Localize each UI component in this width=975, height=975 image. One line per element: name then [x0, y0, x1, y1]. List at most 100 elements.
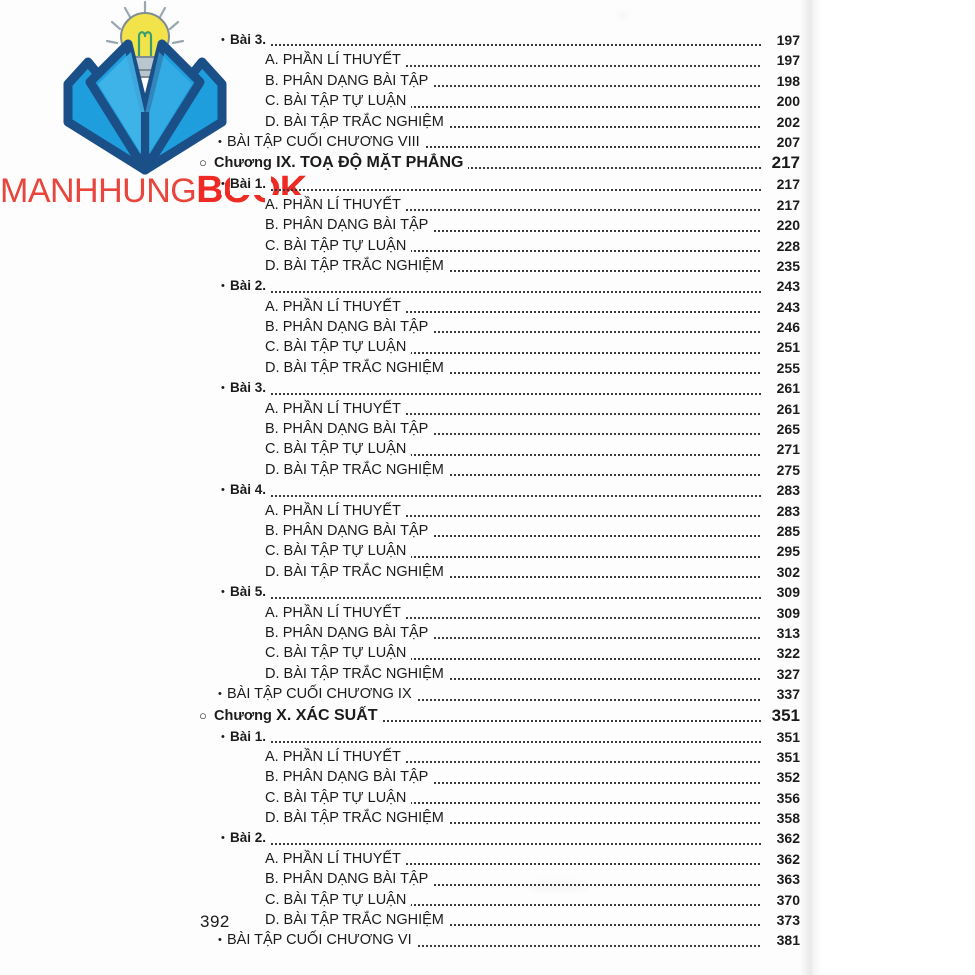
toc-row[interactable]: D. BÀI TẬP TRẮC NGHIỆM 202	[0, 111, 800, 132]
toc-row[interactable]: A. PHẦN LÍ THUYẾT 243	[0, 296, 800, 318]
toc-row[interactable]: D. BÀI TẬP TRẮC NGHIỆM 302	[0, 561, 800, 583]
toc-row[interactable]: A. PHẦN LÍ THUYẾT 362	[0, 848, 800, 870]
dot-leader	[271, 433, 764, 436]
toc-row[interactable]: C. BÀI TẬP TỰ LUẬN 295	[0, 541, 800, 562]
page-edge-shadow	[800, 0, 822, 975]
toc-row[interactable]: B. PHÂN DẠNG BÀI TẬP 246	[0, 317, 800, 338]
toc-section-label: B. PHÂN DẠNG BÀI TẬP	[265, 317, 434, 338]
toc-row[interactable]: ○ Chương IX. TOẠ ĐỘ MẶT PHẲNG 217	[0, 152, 800, 175]
toc-page-number: 351	[762, 704, 800, 727]
bullet-marker: •	[221, 174, 225, 195]
toc-lesson-label: Bài 4.	[230, 480, 272, 501]
toc-page-number: 255	[762, 357, 800, 379]
toc-row[interactable]: D. BÀI TẬP TRẮC NGHIỆM 327	[0, 663, 800, 685]
toc-row[interactable]: C. BÀI TẬP TỰ LUẬN 370	[0, 889, 800, 911]
toc-row[interactable]: B. PHÂN DẠNG BÀI TẬP 198	[0, 70, 800, 92]
toc-row[interactable]: C. BÀI TẬP TỰ LUẬN 322	[0, 643, 800, 664]
toc-page-number: 202	[762, 111, 800, 132]
toc-lesson-label: Bài 2.	[230, 276, 272, 297]
toc-row[interactable]: B. PHÂN DẠNG BÀI TẬP 313	[0, 622, 800, 644]
dot-leader	[271, 372, 764, 375]
dot-leader	[271, 209, 764, 212]
bullet-marker: •	[221, 276, 225, 297]
dot-leader	[271, 514, 764, 517]
toc-row[interactable]: B. PHÂN DẠNG BÀI TẬP 285	[0, 520, 800, 542]
toc-row[interactable]: A. PHẦN LÍ THUYẾT 309	[0, 602, 800, 623]
toc-row[interactable]: • BÀI TẬP CUỐI CHƯƠNG VI 381	[0, 930, 800, 951]
toc-row[interactable]: • Bài 1. 351	[0, 726, 800, 747]
dot-leader	[236, 842, 764, 845]
toc-row[interactable]: D. BÀI TẬP TRẮC NGHIỆM 358	[0, 808, 800, 829]
toc-row[interactable]: • Bài 3. 261	[0, 378, 800, 399]
dot-leader	[271, 555, 764, 558]
toc-row[interactable]: D. BÀI TẬP TRẮC NGHIỆM 275	[0, 459, 800, 481]
toc-row[interactable]: D. BÀI TẬP TRẮC NGHIỆM 255	[0, 357, 800, 379]
toc-section-label: C. BÀI TẬP TỰ LUẬN	[265, 541, 412, 562]
toc-row[interactable]: B. PHÂN DẠNG BÀI TẬP 352	[0, 767, 800, 788]
toc-row[interactable]: A. PHẦN LÍ THUYẾT 351	[0, 746, 800, 768]
toc-page-number: 283	[762, 480, 800, 501]
toc-page-number: 327	[762, 663, 800, 685]
toc-row[interactable]: A. PHẦN LÍ THUYẾT 197	[0, 50, 800, 71]
toc-row[interactable]: C. BÀI TẬP TỰ LUẬN 228	[0, 235, 800, 256]
toc-row[interactable]: • Bài 5. 309	[0, 582, 800, 603]
toc-row[interactable]: B. PHÂN DẠNG BÀI TẬP 363	[0, 869, 800, 890]
toc-page-number: 358	[762, 808, 800, 829]
toc-page-number: 228	[762, 235, 800, 256]
dot-leader	[271, 474, 764, 477]
bullet-marker: •	[221, 726, 225, 747]
bullet-marker: •	[221, 582, 225, 603]
toc-row[interactable]: • BÀI TẬP CUỐI CHƯƠNG IX 337	[0, 684, 800, 705]
bullet-marker: •	[221, 828, 225, 849]
toc-page-number: 283	[762, 500, 800, 521]
dot-leader	[236, 44, 764, 47]
dot-leader	[271, 311, 764, 314]
dot-leader	[271, 85, 764, 88]
toc-section-label: A. PHẦN LÍ THUYẾT	[265, 50, 406, 71]
toc-row[interactable]: • Bài 1. 217	[0, 174, 800, 195]
dot-leader	[271, 413, 764, 416]
dot-leader	[271, 453, 764, 456]
toc-section-label: B. PHÂN DẠNG BÀI TẬP	[265, 70, 434, 92]
toc-section-label: C. BÀI TẬP TỰ LUẬN	[265, 787, 412, 809]
toc-section-label: C. BÀI TẬP TỰ LUẬN	[265, 91, 412, 112]
toc-page-number: 217	[762, 174, 800, 195]
toc-page-number: 356	[762, 787, 800, 809]
toc-page-number: 243	[762, 276, 800, 297]
toc-page-number: 337	[762, 684, 800, 705]
toc-row[interactable]: • Bài 2. 362	[0, 828, 800, 849]
toc-row[interactable]: A. PHẦN LÍ THUYẾT 261	[0, 398, 800, 420]
toc-page-number: 243	[762, 296, 800, 318]
toc-row[interactable]: A. PHẦN LÍ THUYẾT 217	[0, 194, 800, 216]
dot-leader	[271, 781, 764, 784]
toc-row[interactable]: • Bài 2. 243	[0, 276, 800, 297]
chapter-word: Chương	[214, 155, 272, 172]
toc-row[interactable]: ○ Chương X. XÁC SUẤT 351	[0, 704, 800, 727]
bullet-marker: •	[221, 30, 225, 51]
toc-page-number: 261	[762, 398, 800, 420]
toc-row[interactable]: • BÀI TẬP CUỐI CHƯƠNG VIII 207	[0, 131, 800, 153]
dot-leader	[271, 105, 764, 108]
toc-row[interactable]: C. BÀI TẬP TỰ LUẬN 251	[0, 337, 800, 358]
dot-leader	[271, 802, 764, 805]
toc-row[interactable]: C. BÀI TẬP TỰ LUẬN 200	[0, 91, 800, 112]
toc-section-label: A. PHẦN LÍ THUYẾT	[265, 602, 406, 623]
toc-row[interactable]: D. BÀI TẬP TRẮC NGHIỆM 235	[0, 255, 800, 277]
toc-row[interactable]: • Bài 4. 283	[0, 480, 800, 501]
toc-row[interactable]: D. BÀI TẬP TRẮC NGHIỆM 373	[0, 910, 800, 931]
dot-leader	[236, 596, 764, 599]
toc-section-label: C. BÀI TẬP TỰ LUẬN	[265, 643, 412, 664]
dot-leader	[271, 678, 764, 681]
toc-row[interactable]: C. BÀI TẬP TỰ LUẬN 356	[0, 787, 800, 809]
toc-page-number: 261	[762, 378, 800, 399]
toc-page-number: 370	[762, 889, 800, 911]
toc-row[interactable]: A. PHẦN LÍ THUYẾT 283	[0, 500, 800, 521]
toc-page-number: 351	[762, 746, 800, 768]
dot-leader	[271, 904, 764, 907]
bullet-marker: •	[218, 930, 222, 951]
toc-row[interactable]: B. PHÂN DẠNG BÀI TẬP 220	[0, 215, 800, 236]
toc-row[interactable]: B. PHÂN DẠNG BÀI TẬP 265	[0, 419, 800, 440]
dot-leader	[271, 822, 764, 825]
toc-row[interactable]: • Bài 3. 197	[0, 30, 800, 51]
toc-row[interactable]: C. BÀI TẬP TỰ LUẬN 271	[0, 439, 800, 460]
